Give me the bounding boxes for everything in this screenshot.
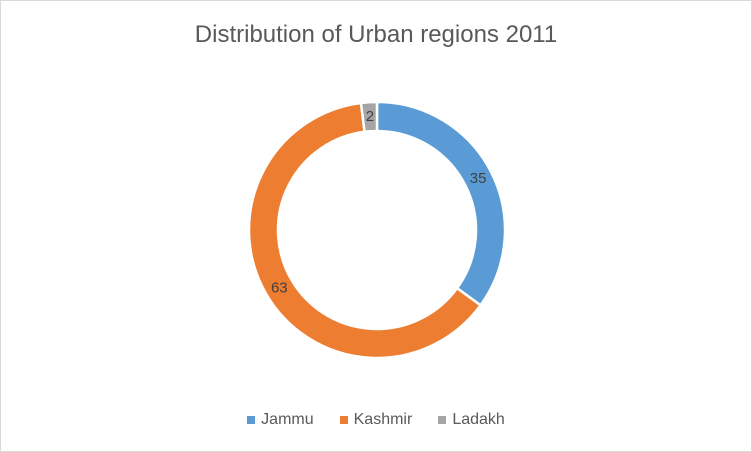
- legend-label-ladakh: Ladakh: [452, 411, 505, 428]
- slice-ladakh: [359, 100, 379, 134]
- slice-kashmir: [247, 101, 483, 360]
- legend-item-jammu: Jammu: [247, 411, 314, 429]
- legend-label-jammu: Jammu: [261, 411, 314, 428]
- slice-jammu: [375, 100, 507, 307]
- legend-item-kashmir: Kashmir: [339, 411, 413, 429]
- chart-legend: Jammu Kashmir Ladakh: [1, 411, 751, 429]
- data-label-ladakh: 2: [366, 108, 374, 125]
- chart-title: Distribution of Urban regions 2011: [194, 21, 558, 48]
- data-label-kashmir: 63: [271, 279, 288, 296]
- legend-swatch-ladakh: [438, 416, 447, 424]
- data-label-jammu: 35: [470, 170, 487, 187]
- legend-item-ladakh: Ladakh: [438, 411, 505, 429]
- legend-swatch-kashmir: [339, 416, 348, 424]
- legend-label-kashmir: Kashmir: [353, 411, 413, 428]
- legend-swatch-jammu: [247, 416, 256, 424]
